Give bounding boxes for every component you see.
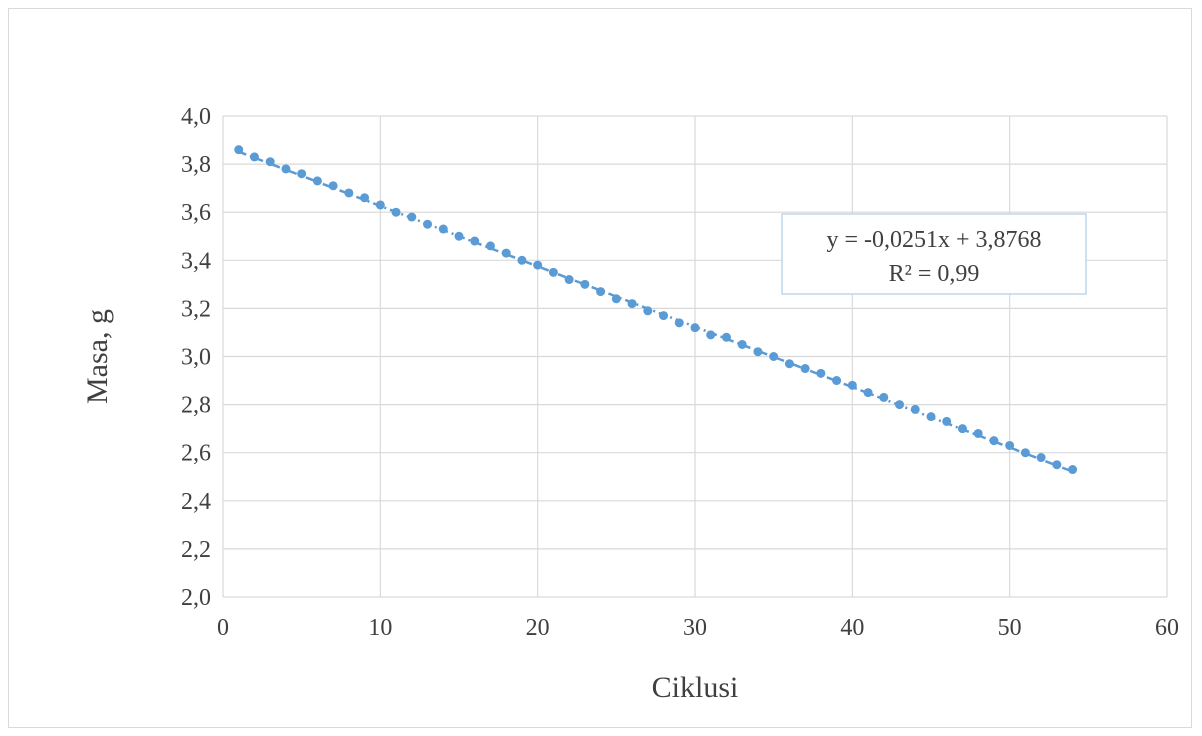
data-point xyxy=(454,231,464,241)
chart-area: 2,0 2,2 2,4 2,6 2,8 3,0 3,2 3,4 3,6 3,8 4,0 0 10 20 30… xyxy=(8,8,1192,728)
x-tick-label: 10 xyxy=(368,615,392,641)
data-points xyxy=(234,145,1078,475)
data-point xyxy=(659,311,669,321)
data-point xyxy=(485,241,495,251)
data-point xyxy=(564,275,574,285)
y-tick-label: 2,6 xyxy=(181,441,211,467)
y-axis-title: Masa, g xyxy=(81,309,114,404)
y-tick-label: 3,2 xyxy=(181,296,211,322)
data-point xyxy=(249,152,259,162)
data-point xyxy=(423,219,433,229)
data-point xyxy=(234,145,244,155)
y-tick-label: 3,4 xyxy=(181,248,211,274)
trendline-equation: y = -0,0251x + 3,8768 xyxy=(826,227,1041,253)
x-tick-label: 40 xyxy=(840,615,864,641)
data-point xyxy=(391,207,401,217)
data-point xyxy=(674,318,684,328)
data-point xyxy=(800,364,810,374)
data-point xyxy=(737,339,747,349)
y-tick-label: 4,0 xyxy=(181,104,211,130)
data-point xyxy=(596,287,606,297)
data-point xyxy=(989,436,999,446)
y-tick-label: 3,8 xyxy=(181,152,211,178)
data-point xyxy=(910,404,920,414)
data-point xyxy=(281,164,291,174)
data-point xyxy=(706,330,716,340)
data-point xyxy=(643,306,653,316)
data-point xyxy=(312,176,322,186)
x-tick-label: 0 xyxy=(217,615,229,641)
data-point xyxy=(470,236,480,246)
data-point xyxy=(627,299,637,309)
data-point xyxy=(1068,465,1078,475)
y-tick-label: 2,2 xyxy=(181,537,211,563)
data-point xyxy=(816,368,826,378)
data-point xyxy=(847,380,857,390)
data-point xyxy=(957,424,967,434)
data-point xyxy=(548,267,558,277)
chart-svg: 2,0 2,2 2,4 2,6 2,8 3,0 3,2 3,4 3,6 3,8 4,0 0 10 20 30… xyxy=(81,104,1179,704)
data-point xyxy=(721,332,731,342)
data-point xyxy=(580,279,590,289)
y-tick-label: 3,0 xyxy=(181,345,211,371)
r-squared-value: R² = 0,99 xyxy=(889,261,980,287)
data-point xyxy=(690,323,700,333)
data-point xyxy=(360,193,370,203)
equation-box-border xyxy=(781,213,1087,295)
data-point xyxy=(611,294,621,304)
data-point xyxy=(265,157,275,167)
y-tick-label: 2,8 xyxy=(181,393,211,419)
data-point xyxy=(517,255,527,265)
data-point xyxy=(375,200,385,210)
data-point xyxy=(863,388,873,398)
data-point xyxy=(784,359,794,369)
data-point xyxy=(344,188,354,198)
data-point xyxy=(753,347,763,357)
data-point xyxy=(769,352,779,361)
data-point xyxy=(407,212,417,222)
x-tick-label: 50 xyxy=(998,615,1022,641)
data-point xyxy=(533,260,543,270)
data-point xyxy=(942,416,952,426)
y-tick-label: 3,6 xyxy=(181,200,211,226)
data-point xyxy=(879,392,889,402)
gridlines xyxy=(222,115,1168,598)
tick-labels: 2,0 2,2 2,4 2,6 2,8 3,0 3,2 3,4 3,6 3,8 4,0 0 10 20 30… xyxy=(181,104,1179,641)
trendline-equation-box: y = -0,0251x + 3,8768 R² = 0,99 xyxy=(781,213,1087,295)
data-point xyxy=(1005,440,1015,450)
x-axis-title: Ciklusi xyxy=(652,671,739,704)
x-tick-label: 20 xyxy=(526,615,550,641)
data-point xyxy=(973,428,983,438)
data-point xyxy=(1020,448,1030,458)
y-tick-label: 2,0 xyxy=(181,585,211,611)
data-point xyxy=(328,181,338,191)
data-point xyxy=(438,224,448,234)
y-tick-label: 2,4 xyxy=(181,489,211,515)
data-point xyxy=(895,400,905,410)
data-point xyxy=(297,169,307,179)
x-tick-label: 30 xyxy=(683,615,707,641)
data-point xyxy=(501,248,511,258)
x-tick-label: 60 xyxy=(1155,615,1179,641)
data-point xyxy=(832,376,842,386)
data-point xyxy=(926,412,936,422)
data-point xyxy=(1036,453,1046,463)
data-point xyxy=(1052,460,1062,470)
